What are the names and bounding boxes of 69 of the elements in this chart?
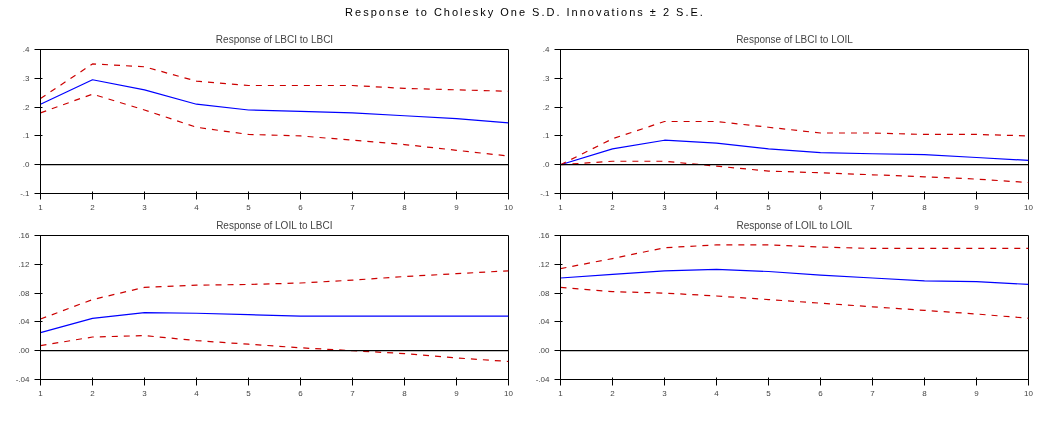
y-tick-label: .12 (538, 259, 551, 269)
y-tick-label: -.04 (535, 374, 551, 384)
x-tick-label: 7 (350, 202, 356, 212)
y-tick-label: -.1 (20, 188, 31, 198)
x-tick-label: 8 (402, 388, 408, 398)
x-tick-label: 9 (454, 202, 460, 212)
x-tick-label: 2 (90, 388, 96, 398)
x-tick-label: 3 (662, 388, 668, 398)
y-tick-label: .2 (542, 102, 551, 112)
x-tick-label: 1 (38, 202, 44, 212)
y-tick-label: .0 (542, 159, 551, 169)
y-tick-label: .0 (22, 159, 31, 169)
x-tick-label: 4 (194, 388, 200, 398)
x-tick-label: 8 (922, 388, 928, 398)
y-tick-label: .1 (542, 131, 551, 141)
x-tick-label: 10 (504, 388, 514, 398)
x-tick-label: 2 (610, 202, 616, 212)
x-tick-label: 10 (504, 202, 514, 212)
x-tick-label: 6 (818, 388, 824, 398)
x-tick-label: 6 (298, 202, 304, 212)
x-tick-label: 7 (870, 388, 876, 398)
x-tick-label: 3 (142, 388, 148, 398)
x-tick-label: 6 (298, 388, 304, 398)
y-tick-label: .00 (538, 345, 551, 355)
y-tick-label: .3 (542, 73, 551, 83)
x-tick-label: 1 (558, 202, 564, 212)
x-tick-label: 4 (714, 388, 720, 398)
x-tick-label: 7 (350, 388, 356, 398)
y-tick-label: .3 (22, 73, 31, 83)
x-tick-label: 5 (246, 388, 252, 398)
y-tick-label: .12 (18, 259, 31, 269)
x-tick-label: 6 (818, 202, 824, 212)
x-tick-label: 3 (142, 202, 148, 212)
y-tick-label: .4 (22, 44, 31, 54)
x-tick-label: 5 (766, 388, 772, 398)
x-tick-label: 3 (662, 202, 668, 212)
x-tick-label: 4 (194, 202, 200, 212)
y-tick-label: .00 (18, 345, 31, 355)
x-tick-label: 2 (90, 202, 96, 212)
y-tick-label: .4 (542, 44, 551, 54)
x-tick-label: 9 (974, 388, 980, 398)
x-tick-label: 8 (922, 202, 928, 212)
x-tick-label: 2 (610, 388, 616, 398)
x-tick-label: 7 (870, 202, 876, 212)
x-tick-label: 5 (246, 202, 252, 212)
x-tick-label: 5 (766, 202, 772, 212)
y-tick-label: -.04 (15, 374, 31, 384)
x-tick-label: 1 (38, 388, 44, 398)
y-tick-label: .08 (18, 288, 31, 298)
chart-title: Response of LOIL to LOIL (736, 219, 853, 231)
y-tick-label: .04 (18, 317, 31, 327)
x-tick-label: 8 (402, 202, 408, 212)
y-tick-label: .08 (538, 288, 551, 298)
chart-title: Response of LOIL to LBCI (216, 219, 333, 231)
chart-title: Response of LBCI to LBCI (215, 33, 334, 45)
y-tick-label: .16 (18, 230, 31, 240)
text: Response to Cholesky One S.D. Innovations ± 2 S.E. (345, 5, 705, 20)
x-tick-label: 4 (714, 202, 720, 212)
chart-title: Response of LBCI to LOIL (736, 33, 854, 45)
y-tick-label: .2 (22, 102, 31, 112)
y-tick-label: -.1 (540, 188, 551, 198)
y-tick-label: .04 (538, 317, 551, 327)
x-tick-label: 9 (974, 202, 980, 212)
x-tick-label: 9 (454, 388, 460, 398)
y-tick-label: .1 (22, 131, 31, 141)
x-tick-label: 1 (558, 388, 564, 398)
x-tick-label: 10 (1024, 388, 1034, 398)
x-tick-label: 10 (1024, 202, 1034, 212)
y-tick-label: .16 (538, 230, 551, 240)
